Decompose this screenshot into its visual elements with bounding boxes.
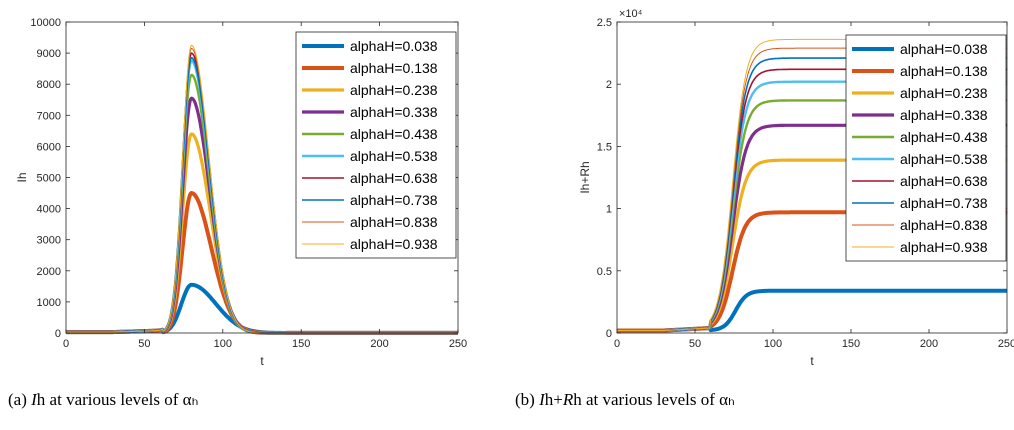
x-tick-label: 50 (689, 338, 701, 350)
legend-label: alphaH=0.038 (350, 38, 438, 54)
x-tick-label: 200 (370, 338, 388, 350)
chart-ih-rh: 0 50 100 150 200 250 0 0.5 1 1.5 2 2.5 t Ih+Rh ×10⁴ alp… (578, 8, 1014, 368)
legend-label: alphaH=0.838 (900, 217, 988, 233)
legend-label: alphaH=0.838 (350, 214, 438, 230)
y-tick-label: 0 (55, 328, 61, 340)
x-tick-label: 200 (920, 338, 938, 350)
legend-label: alphaH=0.038 (900, 41, 988, 57)
y-tick-label: 6000 (37, 141, 61, 153)
legend: alphaH=0.038 alphaH=0.138 alphaH=0.238 alph… (845, 34, 1007, 262)
caption-b-mid: h+ (544, 390, 563, 409)
y-tick-label: 7000 (37, 110, 61, 122)
legend-label: alphaH=0.138 (900, 63, 988, 79)
y-tick-label: 9000 (37, 48, 61, 60)
legend-label: alphaH=0.638 (350, 170, 438, 186)
x-axis-label: t (810, 354, 814, 368)
legend-label: alphaH=0.738 (900, 195, 988, 211)
y-tick-label: 2 (606, 79, 612, 91)
legend-label: alphaH=0.238 (350, 82, 438, 98)
y-tick-label: 3000 (37, 235, 61, 247)
caption-a-var: I (31, 390, 37, 409)
x-tick-label: 100 (764, 338, 782, 350)
legend-label: alphaH=0.938 (350, 236, 438, 252)
x-tick-label: 150 (842, 338, 860, 350)
x-tick-label: 150 (292, 338, 310, 350)
y-tick-label: 1.5 (597, 141, 612, 153)
x-tick-label: 0 (63, 338, 69, 350)
legend-label: alphaH=0.138 (350, 60, 438, 76)
legend-label: alphaH=0.438 (900, 129, 988, 145)
series-line (615, 288, 1009, 333)
caption-b-text: h at various levels of αₕ (573, 390, 735, 409)
x-tick-label: 100 (214, 338, 232, 350)
legend-label: alphaH=0.338 (900, 107, 988, 123)
legend-label: alphaH=0.938 (900, 239, 988, 255)
legend-label: alphaH=0.338 (350, 104, 438, 120)
x-tick-label: 250 (449, 338, 467, 350)
legend-label: alphaH=0.438 (350, 126, 438, 142)
caption-a-text: h at various levels of αₕ (36, 390, 199, 409)
legend: alphaH=0.038 alphaH=0.138 alphaH=0.238 alph… (295, 31, 457, 259)
y-axis-label: Ih (15, 172, 29, 182)
caption-a-prefix: (a) (8, 390, 32, 409)
caption-b-prefix: (b) (515, 390, 540, 409)
y-exponent-label: ×10⁴ (619, 8, 643, 20)
y-tick-label: 1000 (37, 297, 61, 309)
x-tick-label: 250 (998, 338, 1014, 350)
y-tick-label: 1 (606, 204, 612, 216)
y-tick-label: 8000 (37, 79, 61, 91)
y-tick-label: 2.5 (597, 17, 612, 29)
y-tick-label: 0 (606, 328, 612, 340)
series-line (64, 282, 460, 335)
x-axis-label: t (260, 354, 264, 368)
legend-label: alphaH=0.538 (350, 148, 438, 164)
caption-b-var-i: I (539, 390, 545, 409)
legend-label: alphaH=0.738 (350, 192, 438, 208)
legend-label: alphaH=0.538 (900, 151, 988, 167)
y-tick-label: 4000 (37, 204, 61, 216)
caption-a: (a) Ih at various levels of αₕ (8, 390, 198, 410)
caption-b-var-r: R (562, 390, 574, 409)
y-tick-label: 0.5 (597, 266, 612, 278)
x-tick-label: 0 (614, 338, 620, 350)
legend-label: alphaH=0.638 (900, 173, 988, 189)
legend-label: alphaH=0.238 (900, 85, 988, 101)
y-axis-label: Ih+Rh (578, 161, 592, 193)
chart-ih: 0 50 100 150 200 250 0 1000 2000 3000 4000 5000 6000… (15, 17, 467, 368)
caption-b: (b) Ih+Rh at various levels of αₕ (515, 390, 735, 410)
plot-frame (616, 21, 1008, 334)
y-tick-label: 2000 (37, 266, 61, 278)
y-tick-label: 10000 (30, 17, 61, 29)
x-tick-label: 50 (138, 338, 150, 350)
y-tick-label: 5000 (37, 173, 61, 185)
